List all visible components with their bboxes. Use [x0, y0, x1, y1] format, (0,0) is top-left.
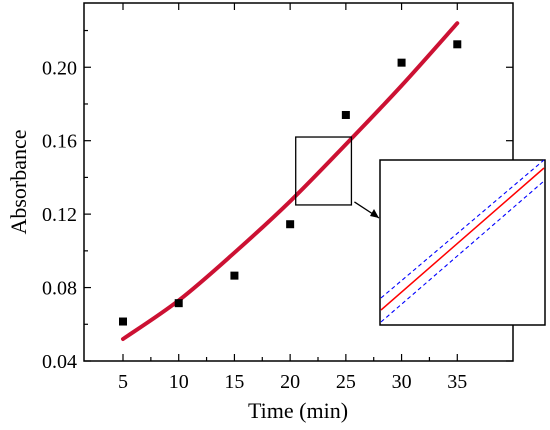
data-point [119, 317, 127, 326]
x-tick-label: 30 [392, 371, 412, 393]
plot-area [119, 21, 462, 341]
y-axis-ticks: 0.04 0.08 0.12 0.16 0.20 [42, 29, 513, 373]
data-point [174, 299, 183, 308]
data-point [397, 58, 406, 67]
x-tick-label: 25 [336, 371, 356, 393]
y-axis-label: Absorbance [6, 129, 31, 234]
inset-fit-line [380, 167, 545, 311]
data-point [453, 40, 462, 49]
inset-frame [379, 159, 546, 326]
y-tick-label: 0.08 [42, 278, 77, 300]
y-tick-label: 0.20 [42, 57, 77, 79]
data-point [286, 220, 295, 229]
inset-zoom-panel [354, 159, 546, 326]
data-point [230, 271, 239, 280]
data-point [341, 110, 350, 119]
y-tick-label: 0.04 [42, 351, 77, 373]
zoom-connector-arrowhead [370, 209, 379, 218]
inset-upper-band [380, 159, 545, 299]
x-tick-label: 10 [169, 371, 189, 393]
x-axis-ticks: 5 10 15 20 25 30 35 [118, 3, 467, 393]
x-axis-label: Time (min) [248, 398, 348, 423]
x-tick-label: 20 [280, 371, 300, 393]
zoom-region-box [295, 136, 353, 206]
x-tick-label: 5 [118, 371, 128, 393]
x-tick-label: 35 [447, 371, 467, 393]
x-tick-label: 15 [224, 371, 244, 393]
y-tick-label: 0.16 [42, 131, 77, 153]
y-tick-label: 0.12 [42, 204, 77, 226]
inset-lower-band [380, 180, 545, 323]
zoom-rectangle [295, 136, 353, 206]
